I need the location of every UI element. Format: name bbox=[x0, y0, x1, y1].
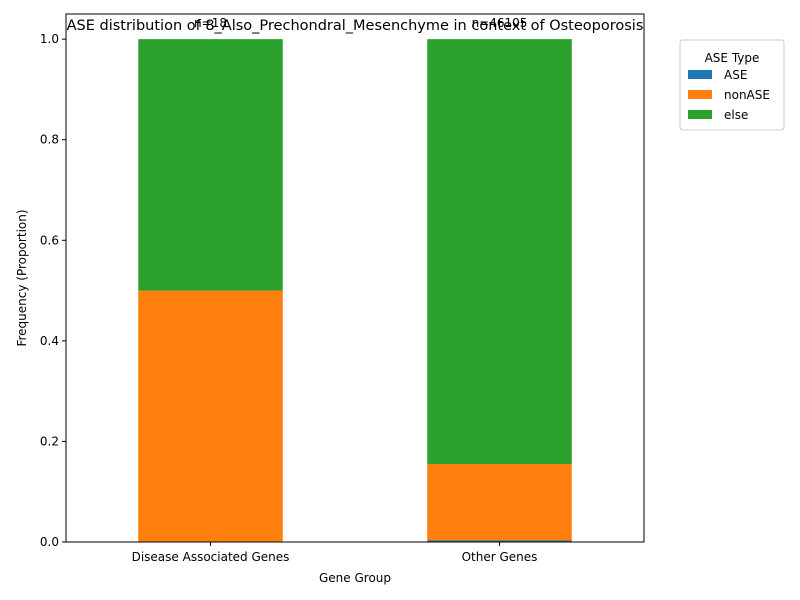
y-tick-label: 1.0 bbox=[40, 32, 59, 46]
bar-else-1 bbox=[427, 39, 572, 465]
legend-swatch-else bbox=[688, 110, 712, 119]
legend-swatch-ase bbox=[688, 70, 712, 79]
y-axis-label: Frequency (Proportion) bbox=[15, 209, 29, 346]
legend-frame bbox=[679, 39, 785, 131]
legend: ASE Type ASE nonASE else bbox=[679, 39, 785, 131]
y-tick-label: 0.8 bbox=[40, 133, 59, 147]
y-tick-label: 0.0 bbox=[40, 535, 59, 549]
x-tick-label: Disease Associated Genes bbox=[132, 550, 290, 564]
y-tick-label: 0.6 bbox=[40, 233, 59, 247]
bar-count-annotation: n=46105 bbox=[472, 16, 528, 30]
legend-swatch-nonase bbox=[688, 90, 712, 99]
chart-title: ASE distribution of 8_Also_Prechondral_M… bbox=[67, 18, 644, 34]
bar-ase-1 bbox=[427, 540, 572, 542]
legend-title: ASE Type bbox=[705, 51, 760, 65]
legend-items: ASE nonASE else bbox=[688, 68, 770, 122]
plot-area: 0.0 0.2 0.4 0.6 0.8 1.0 Disease Associated Gen… bbox=[40, 16, 572, 564]
plot-frame bbox=[65, 13, 645, 543]
bar-else-0 bbox=[138, 39, 283, 291]
legend-label-nonase: nonASE bbox=[724, 88, 770, 102]
y-tick-label: 0.4 bbox=[40, 334, 59, 348]
bar-nonase-1 bbox=[427, 464, 572, 541]
y-tick-label: 0.2 bbox=[40, 434, 59, 448]
bar-nonase-0 bbox=[138, 290, 283, 542]
legend-label-ase: ASE bbox=[724, 68, 747, 82]
legend-label-else: else bbox=[724, 108, 748, 122]
x-tick-label: Other Genes bbox=[462, 550, 538, 564]
bar-count-annotation: n=18 bbox=[194, 16, 227, 30]
x-axis-label: Gene Group bbox=[319, 571, 391, 585]
